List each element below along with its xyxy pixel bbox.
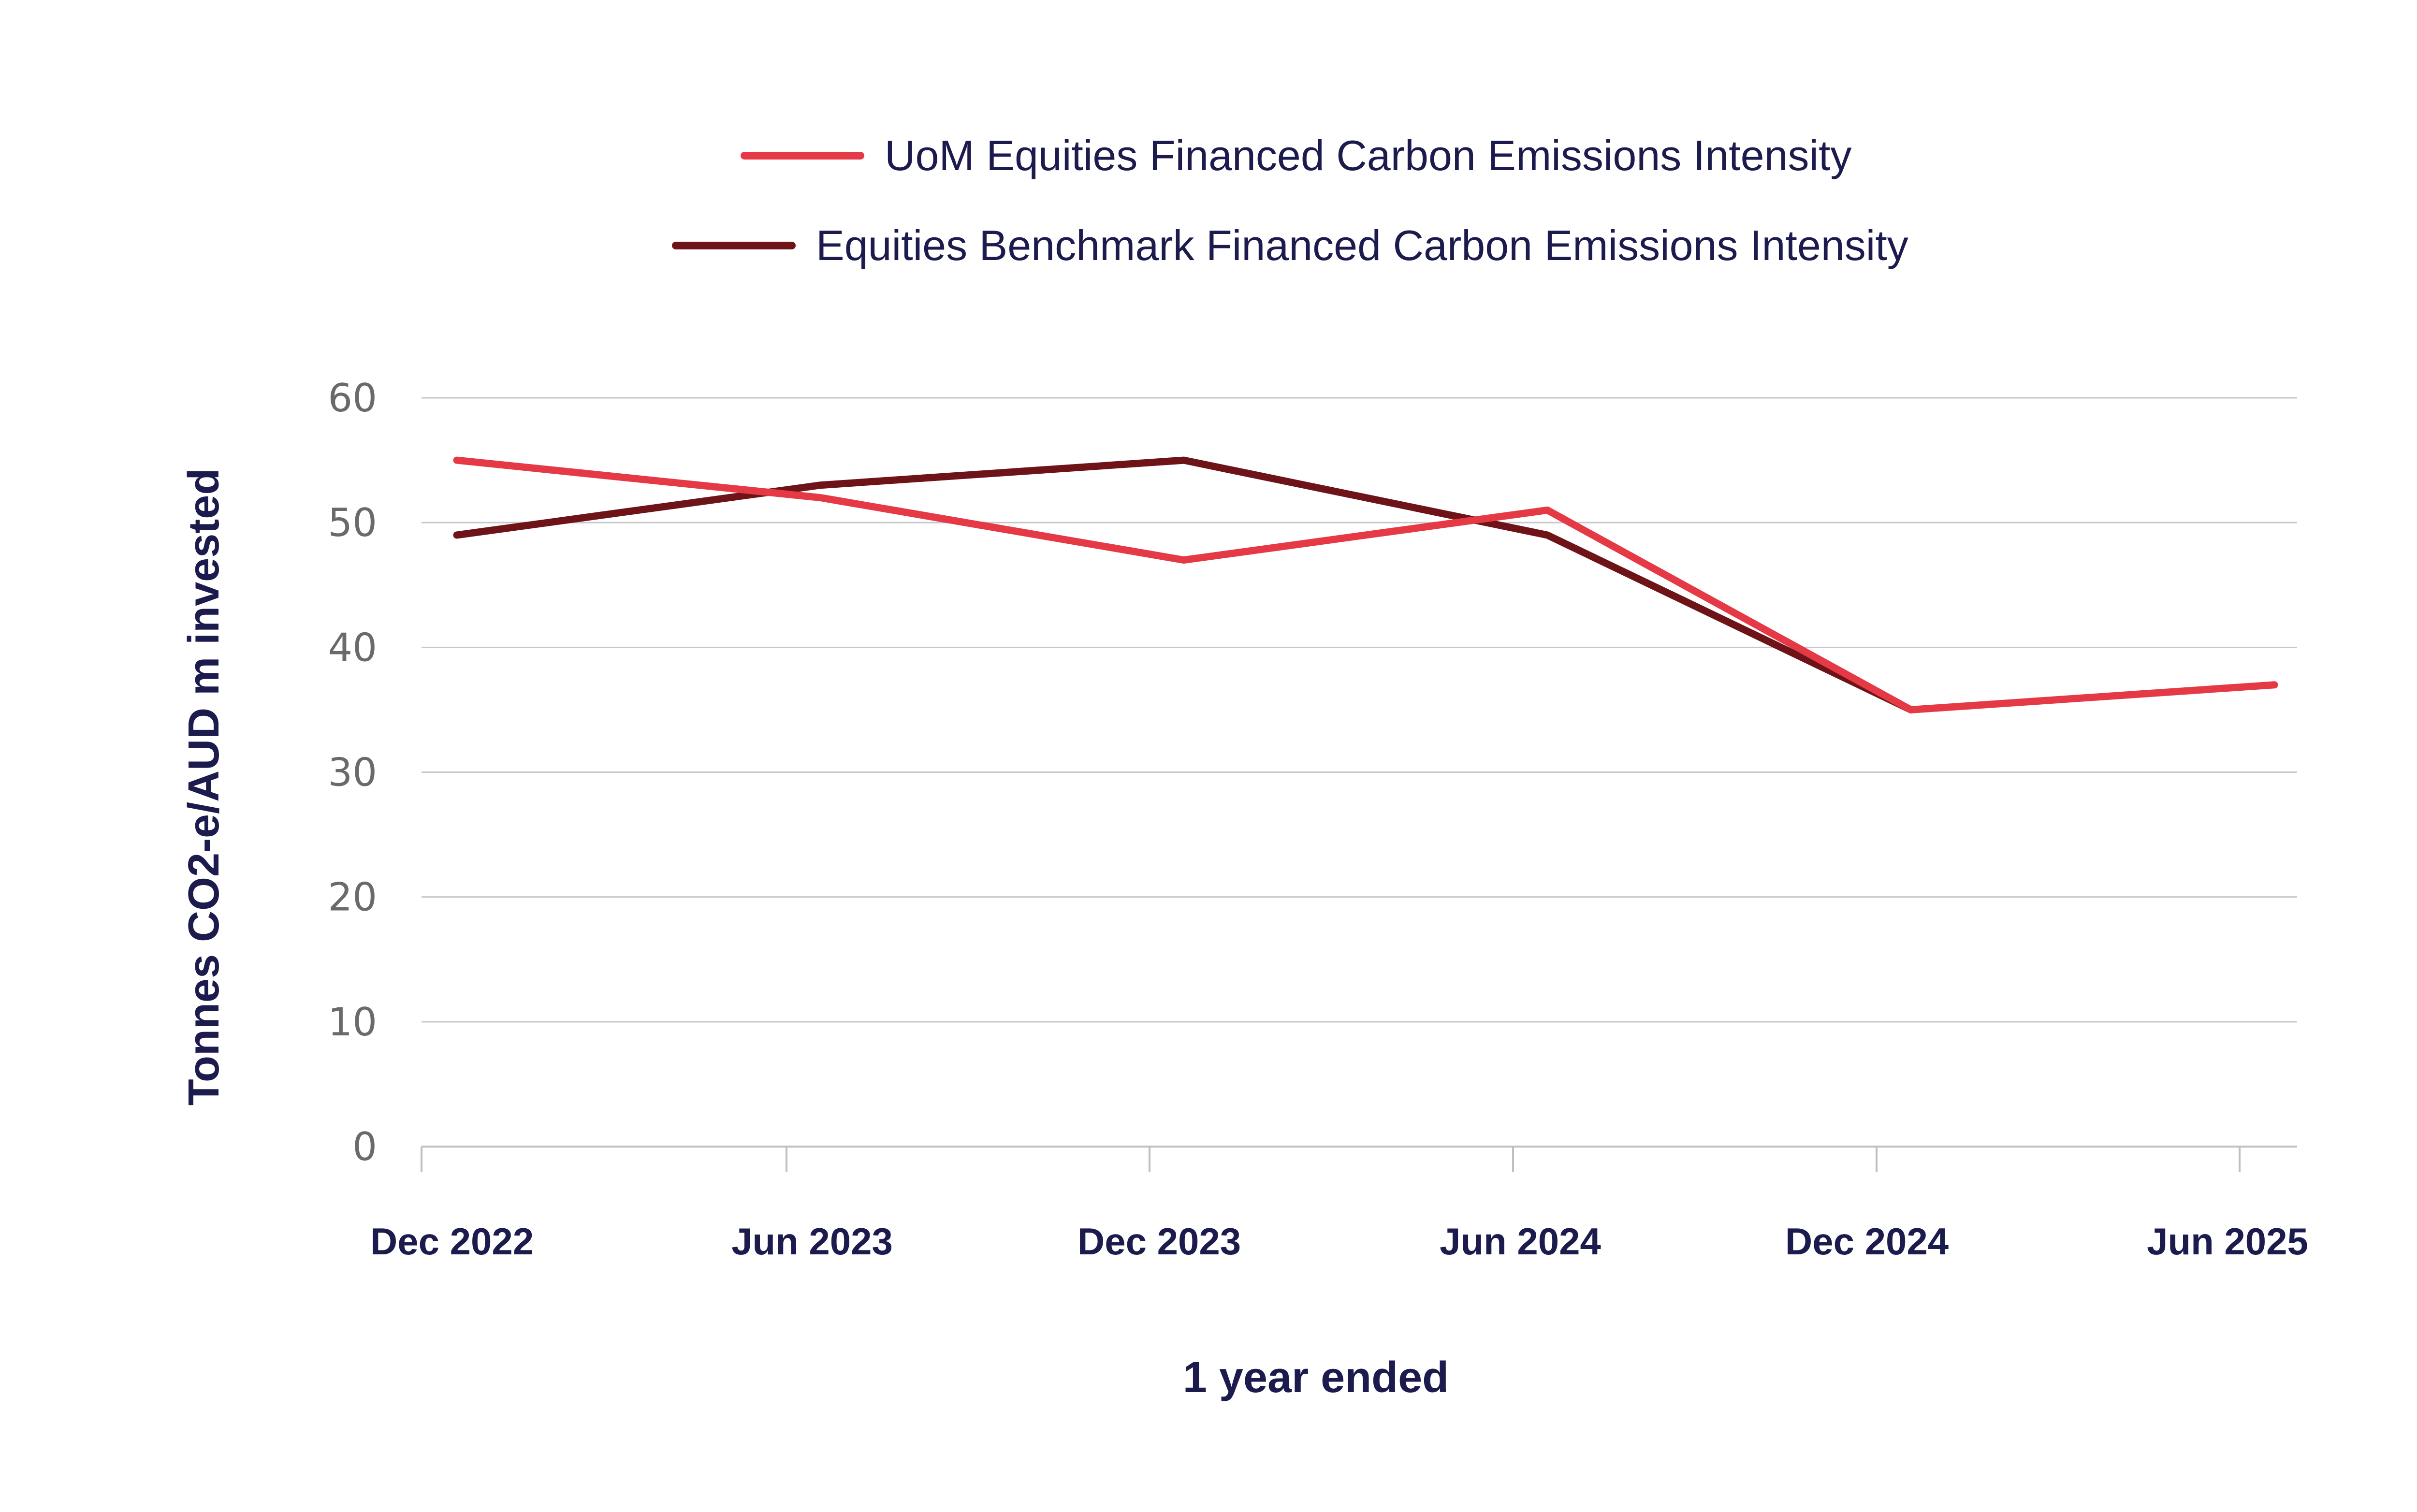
series-lines (453, 456, 2278, 713)
y-tick-label: 10 (328, 1000, 377, 1045)
legend-label-uom: UoM Equities Financed Carbon Emissions I… (885, 131, 1851, 179)
y-tick-label: 20 (328, 875, 377, 920)
x-axis: Dec 2022 Jun 2023 Dec 2023 Jun 2024 Dec 2024… (370, 1147, 2308, 1263)
x-axis-title: 1 year ended (1183, 1353, 1449, 1402)
series-line-uom (453, 456, 2278, 713)
y-tick-label: 50 (328, 500, 377, 545)
y-tick-label: 60 (328, 376, 377, 421)
y-axis-title: Tonnes CO2-e/AUD m invested (180, 468, 228, 1106)
gridlines (422, 397, 2297, 1148)
legend-item-uom: UoM Equities Financed Carbon Emissions I… (741, 131, 1851, 179)
y-tick-label: 0 (352, 1124, 377, 1169)
y-axis-ticks: 0 10 20 30 40 50 60 (328, 376, 377, 1169)
x-tick-label: Dec 2022 (370, 1220, 534, 1263)
series-line-benchmark (453, 456, 1915, 713)
x-tick-label: Dec 2023 (1077, 1220, 1241, 1263)
y-tick-label: 40 (328, 625, 377, 670)
x-tick-label: Jun 2024 (1440, 1220, 1601, 1263)
legend-item-benchmark: Equities Benchmark Financed Carbon Emiss… (672, 221, 1908, 269)
x-tick-label: Jun 2025 (2147, 1220, 2308, 1263)
y-tick-label: 30 (328, 750, 377, 795)
x-tick-label: Jun 2023 (731, 1220, 893, 1263)
legend: UoM Equities Financed Carbon Emissions I… (672, 131, 1908, 269)
legend-label-benchmark: Equities Benchmark Financed Carbon Emiss… (816, 221, 1908, 269)
x-tick-label: Dec 2024 (1785, 1220, 1949, 1263)
